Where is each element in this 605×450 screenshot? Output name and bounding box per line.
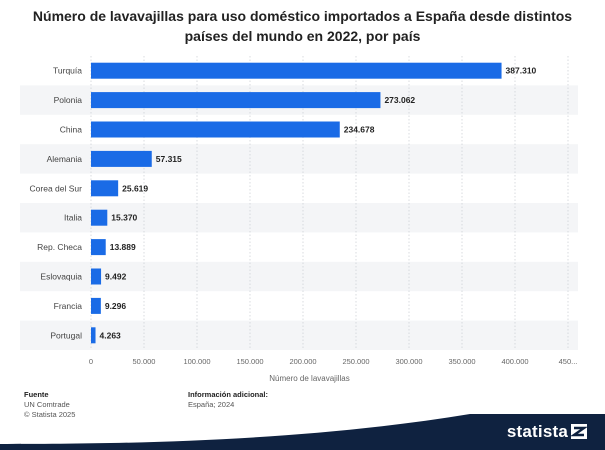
source-block: Fuente UN Comtrade © Statista 2025 — [24, 390, 75, 420]
category-label: Eslovaquia — [40, 272, 82, 282]
statista-logo[interactable]: statista — [506, 422, 588, 444]
bar — [91, 209, 108, 226]
value-label: 273.062 — [384, 95, 415, 105]
value-label: 9.492 — [105, 272, 127, 282]
x-tick-label: 100.000 — [183, 357, 210, 366]
x-tick-label: 300.000 — [395, 357, 422, 366]
row-band — [20, 320, 578, 350]
x-tick-label: 150.000 — [236, 357, 263, 366]
x-tick-label: 200.000 — [289, 357, 316, 366]
value-label: 57.315 — [156, 154, 182, 164]
source-line-1[interactable]: UN Comtrade — [24, 400, 70, 409]
chart-title: Número de lavavajillas para uso doméstic… — [32, 8, 573, 44]
row-band — [20, 203, 578, 233]
category-label: Alemania — [47, 154, 83, 164]
category-label: Rep. Checa — [37, 242, 82, 252]
value-label: 25.619 — [122, 183, 148, 193]
x-tick-label: 50.000 — [133, 357, 156, 366]
value-label: 15.370 — [111, 213, 137, 223]
x-tick-label: 350.000 — [448, 357, 475, 366]
bar — [91, 268, 102, 285]
category-label: Turquía — [53, 66, 82, 76]
bar — [91, 92, 381, 109]
logo-text: statista — [506, 422, 568, 441]
bar — [91, 121, 340, 138]
category-label: Italia — [64, 213, 82, 223]
source-line-2: © Statista 2025 — [24, 410, 76, 419]
bar — [91, 150, 152, 167]
bar — [91, 62, 502, 79]
bar — [91, 297, 101, 314]
x-tick-label: 400.000 — [501, 357, 528, 366]
value-label: 13.889 — [110, 242, 136, 252]
value-label: 4.263 — [100, 330, 122, 340]
category-label: Corea del Sur — [30, 183, 83, 193]
category-label: Polonia — [54, 95, 83, 105]
x-tick-label: 250.000 — [342, 357, 369, 366]
x-tick-label: 450... — [559, 357, 578, 366]
value-label: 9.296 — [105, 301, 127, 311]
bar — [91, 327, 96, 344]
bar — [91, 239, 106, 256]
value-label: 387.310 — [506, 66, 537, 76]
value-label: 234.678 — [344, 125, 375, 135]
source-heading: Fuente — [24, 390, 49, 399]
brand-bar — [0, 414, 605, 450]
info-heading: Información adicional: — [188, 390, 269, 399]
logo-mark-icon — [570, 424, 588, 444]
category-label: Francia — [54, 301, 83, 311]
category-label: Portugal — [50, 330, 82, 340]
bar-chart: 0 50.000 100.000 150.000 200.000 250.000 300.0… — [20, 56, 578, 383]
category-label: China — [60, 125, 82, 135]
info-block: Información adicional: España; 2024 — [188, 390, 268, 410]
info-line-1: España; 2024 — [188, 400, 235, 409]
x-tick-label: 0 — [89, 357, 93, 366]
row-band — [20, 261, 578, 292]
x-axis-label: Número de lavavajillas — [269, 374, 349, 383]
bar — [91, 180, 119, 197]
